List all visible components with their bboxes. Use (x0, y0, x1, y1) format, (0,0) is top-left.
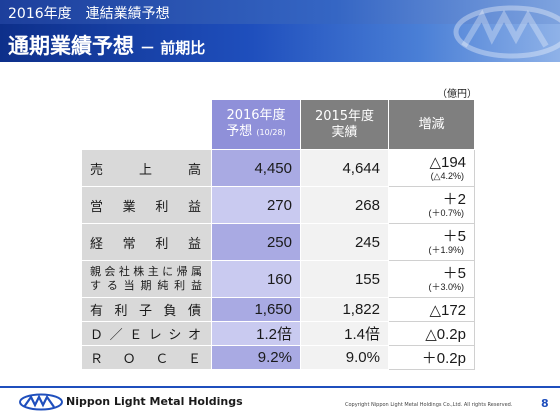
cell-diff: △172 (388, 297, 475, 322)
header-2015-actual: 2015年度 実績 (300, 99, 389, 150)
page-title: 通期業績予想 － 前期比 (8, 30, 205, 60)
row-label-sales: 売 上 高 (81, 149, 212, 187)
table-row: 営 業 利 益 270 268 ＋2 (＋0.7%) (81, 186, 475, 224)
footer-copyright: Copyright Nippon Light Metal Holdings Co… (345, 402, 513, 408)
cell-2015: 1.4倍 (300, 321, 389, 346)
cell-2016: 9.2% (211, 345, 301, 370)
unit-label: （億円） (437, 89, 477, 100)
nlm-watermark-logo (453, 5, 560, 59)
cell-2016: 1.2倍 (211, 321, 301, 346)
row-label-roce: ＲＯＣＥ (81, 345, 212, 370)
cell-2015: 245 (300, 223, 389, 261)
nlm-logo-icon (19, 393, 63, 411)
cell-2016: 1,650 (211, 297, 301, 322)
table-row: ＲＯＣＥ 9.2% 9.0% ＋0.2p (81, 345, 475, 370)
header-2016-line2: 予想 (10/28) (212, 124, 300, 141)
cell-diff: ＋2 (＋0.7%) (388, 186, 475, 224)
table-row: 経 常 利 益 250 245 ＋5 (＋1.9%) (81, 223, 475, 261)
page-subtitle: － 前期比 (140, 39, 206, 57)
diff-value: ＋5 (442, 265, 466, 282)
table-row: 親会社株主に帰属 する当期純利益 160 155 ＋5 (＋3.0%) (81, 260, 475, 298)
cell-diff: ＋5 (＋3.0%) (388, 260, 475, 298)
header-2016-line1: 2016年度 (226, 108, 286, 123)
cell-2015: 1,822 (300, 297, 389, 322)
diff-value: △194 (429, 154, 466, 171)
cell-2016: 250 (211, 223, 301, 261)
page-title-text: 通期業績予想 (8, 34, 134, 58)
row-label-interest-bearing-debt: 有利子負債 (81, 297, 212, 322)
table-row: 売 上 高 4,450 4,644 △194 (△4.2%) (81, 149, 475, 187)
super-title: 2016年度 連結業績予想 (8, 6, 170, 22)
cell-2016: 4,450 (211, 149, 301, 187)
page-number: 8 (541, 397, 549, 410)
header-stripe (0, 0, 560, 24)
net-income-label-line2: する当期純利益 (90, 279, 203, 292)
cell-2016: 160 (211, 260, 301, 298)
net-income-label-line1: 親会社株主に帰属 (90, 265, 203, 278)
row-label-ordinary-income: 経 常 利 益 (81, 223, 212, 261)
cell-2015: 268 (300, 186, 389, 224)
diff-percent: (＋1.9%) (428, 245, 464, 255)
table-row: Ｄ／Ｅレシオ 1.2倍 1.4倍 △0.2p (81, 321, 475, 346)
header-2016-date-note: (10/28) (256, 128, 286, 137)
cell-diff: △194 (△4.2%) (388, 149, 475, 187)
header-2016-forecast: 2016年度 予想 (10/28) (211, 99, 301, 150)
footer-divider (0, 386, 560, 388)
cell-2016: 270 (211, 186, 301, 224)
diff-value: ＋2 (442, 191, 466, 208)
forecast-table: 2016年度 予想 (10/28) 2015年度 実績 増減 売 上 高 4,4… (81, 99, 475, 370)
cell-2015: 155 (300, 260, 389, 298)
row-label-de-ratio: Ｄ／Ｅレシオ (81, 321, 212, 346)
diff-value: ＋5 (442, 228, 466, 245)
diff-percent: (＋0.7%) (428, 208, 464, 218)
cell-2015: 4,644 (300, 149, 389, 187)
diff-percent: (＋3.0%) (428, 282, 464, 292)
header-diff: 増減 (388, 99, 475, 150)
row-label-net-income: 親会社株主に帰属 する当期純利益 (81, 260, 212, 298)
cell-diff: ＋5 (＋1.9%) (388, 223, 475, 261)
diff-percent: (△4.2%) (430, 171, 464, 181)
cell-diff: ＋0.2p (388, 345, 475, 370)
header-banner: 2016年度 連結業績予想 通期業績予想 － 前期比 (0, 0, 560, 62)
table-row: 有利子負債 1,650 1,822 △172 (81, 297, 475, 322)
cell-diff: △0.2p (388, 321, 475, 346)
header-2015-line1: 2015年度 (314, 108, 375, 124)
header-blank-cell (81, 99, 212, 150)
cell-2015: 9.0% (300, 345, 389, 370)
row-label-operating-income: 営 業 利 益 (81, 186, 212, 224)
footer-brand: Nippon Light Metal Holdings (66, 395, 243, 408)
table-header-row: 2016年度 予想 (10/28) 2015年度 実績 増減 (81, 99, 475, 150)
header-2016-forecast-label: 予想 (226, 124, 253, 139)
header-2015-line2: 実績 (331, 124, 358, 140)
